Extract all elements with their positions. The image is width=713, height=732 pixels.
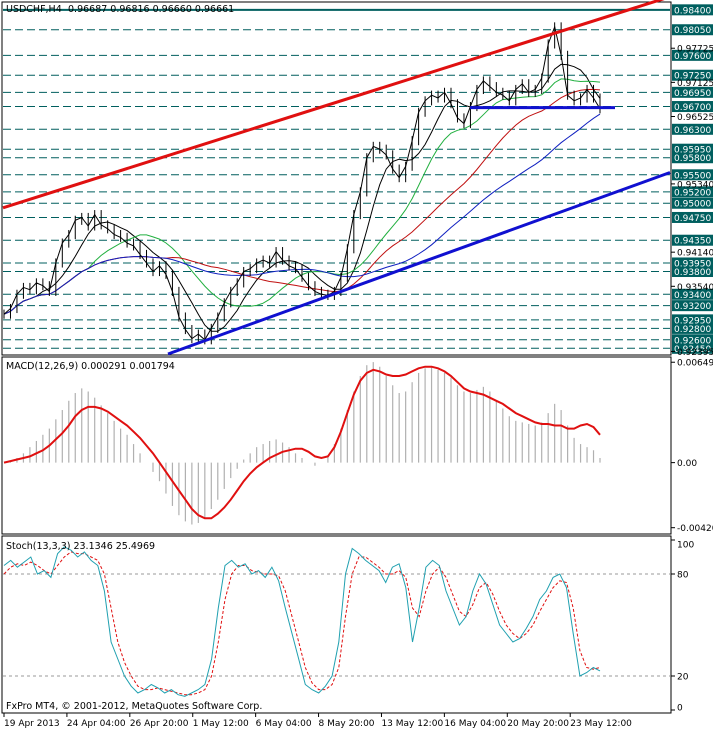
stoch-tick-label: 80 bbox=[677, 571, 689, 581]
price-level-label: 0.98050 bbox=[674, 26, 711, 36]
stoch-tick-label: 20 bbox=[677, 673, 689, 683]
price-level-box bbox=[672, 342, 713, 354]
macd-signal-line bbox=[3, 365, 601, 520]
price-level-box bbox=[672, 234, 713, 246]
price-level-box bbox=[672, 123, 713, 135]
blue-trendline bbox=[167, 171, 671, 356]
macd-tick-label: 0.006491 bbox=[677, 359, 713, 369]
price-level-box bbox=[672, 86, 713, 98]
price-level-label: 0.95800 bbox=[674, 154, 711, 164]
price-level-box bbox=[672, 143, 713, 155]
x-axis-label: 26 Apr 20:00 bbox=[130, 719, 189, 729]
price-level-label: 0.97250 bbox=[674, 72, 711, 82]
price-label: 0.97125 bbox=[677, 79, 713, 89]
symbol-label: USDCHF,H4 bbox=[6, 4, 62, 15]
price-level-label: 0.95950 bbox=[674, 146, 711, 156]
x-axis-label: 8 May 20:00 bbox=[319, 719, 375, 729]
price-level-label: 0.92800 bbox=[674, 325, 711, 335]
x-axis-label: 13 May 12:00 bbox=[381, 719, 443, 729]
stoch-tick-label: 0 bbox=[677, 704, 683, 714]
price-label: 0.92395 bbox=[677, 348, 713, 358]
moving-average-line bbox=[3, 113, 601, 315]
moving-averages bbox=[3, 63, 601, 332]
macd-title: MACD(12,26,9) 0.000291 0.001794 bbox=[6, 361, 175, 372]
price-label: 0.97725 bbox=[677, 45, 713, 55]
price-label: 0.93540 bbox=[677, 283, 713, 293]
price-levels bbox=[3, 4, 713, 354]
macd-panel-frame bbox=[1, 356, 672, 535]
price-close-line bbox=[3, 25, 601, 341]
price-level-box bbox=[672, 186, 713, 198]
axis-labels: 0.98400 0.98050 0.97600 0.97250 0.96950 0.967… bbox=[3, 6, 713, 729]
price-level-box bbox=[672, 314, 713, 326]
x-axis-label: 19 Apr 2013 bbox=[4, 719, 60, 729]
price-level-box bbox=[672, 101, 713, 113]
price-level-label: 0.98400 bbox=[674, 6, 711, 16]
price-level-label: 0.95500 bbox=[674, 171, 711, 181]
price-level-label: 0.96700 bbox=[674, 103, 711, 113]
macd-tick-label: 0.00 bbox=[677, 459, 697, 469]
ohlc-label: 0.96687 0.96816 0.96660 0.96661 bbox=[68, 4, 234, 15]
price-level-label: 0.94750 bbox=[674, 214, 711, 224]
price-level-box bbox=[672, 49, 713, 61]
price-level-label: 0.93400 bbox=[674, 291, 711, 301]
price-level-label: 0.93950 bbox=[674, 259, 711, 269]
stoch-signal-line bbox=[3, 551, 601, 696]
price-level-label: 0.96950 bbox=[674, 89, 711, 99]
x-axis-label: 24 Apr 04:00 bbox=[67, 719, 126, 729]
stoch-title: Stoch(13,3,3) 23.1346 25.4969 bbox=[6, 541, 155, 552]
price-series bbox=[3, 22, 601, 345]
price-level-label: 0.97600 bbox=[674, 52, 711, 62]
price-level-box bbox=[672, 69, 713, 81]
price-panel-frame bbox=[1, 1, 672, 356]
x-axis-label: 20 May 20:00 bbox=[507, 719, 569, 729]
trendlines bbox=[2, 0, 671, 356]
price-level-label: 0.93800 bbox=[674, 268, 711, 278]
stoch-panel-frame bbox=[1, 535, 672, 714]
price-label: 0.95340 bbox=[677, 180, 713, 190]
price-level-box bbox=[672, 266, 713, 278]
price-level-box bbox=[672, 211, 713, 223]
stoch-series bbox=[3, 546, 670, 697]
price-level-box bbox=[672, 24, 713, 36]
price-level-box bbox=[672, 300, 713, 312]
x-axis-label: 1 May 12:00 bbox=[193, 719, 249, 729]
price-level-box bbox=[672, 169, 713, 181]
price-level-box bbox=[672, 288, 713, 300]
x-axis-label: 6 May 04:00 bbox=[256, 719, 312, 729]
macd-series bbox=[3, 362, 601, 525]
price-level-box bbox=[672, 334, 713, 346]
price-label: 0.96525 bbox=[677, 113, 713, 123]
red-trendline bbox=[2, 0, 665, 210]
copyright-label: FxPro MT4, © 2001-2012, MetaQuotes Softw… bbox=[6, 701, 262, 712]
price-level-label: 0.94350 bbox=[674, 237, 711, 247]
moving-average-line bbox=[3, 63, 601, 332]
price-level-box bbox=[672, 4, 713, 16]
price-label: 0.94140 bbox=[677, 249, 713, 259]
price-level-label: 0.95000 bbox=[674, 200, 711, 210]
price-level-box bbox=[672, 152, 713, 164]
price-level-label: 0.93200 bbox=[674, 302, 711, 312]
price-level-label: 0.92450 bbox=[674, 345, 711, 355]
stoch-main-line bbox=[3, 546, 601, 697]
price-level-label: 0.95200 bbox=[674, 188, 711, 198]
macd-tick-label: -0.004207 bbox=[677, 524, 713, 534]
x-axis-label: 23 May 12:00 bbox=[570, 719, 632, 729]
stoch-tick-label: 100 bbox=[677, 541, 694, 551]
price-level-box bbox=[672, 197, 713, 209]
price-level-label: 0.92600 bbox=[674, 336, 711, 346]
price-level-box bbox=[672, 257, 713, 269]
x-axis-label: 16 May 04:00 bbox=[444, 719, 506, 729]
price-level-label: 0.96300 bbox=[674, 126, 711, 136]
price-level-label: 0.92950 bbox=[674, 316, 711, 326]
price-level-box bbox=[672, 322, 713, 334]
